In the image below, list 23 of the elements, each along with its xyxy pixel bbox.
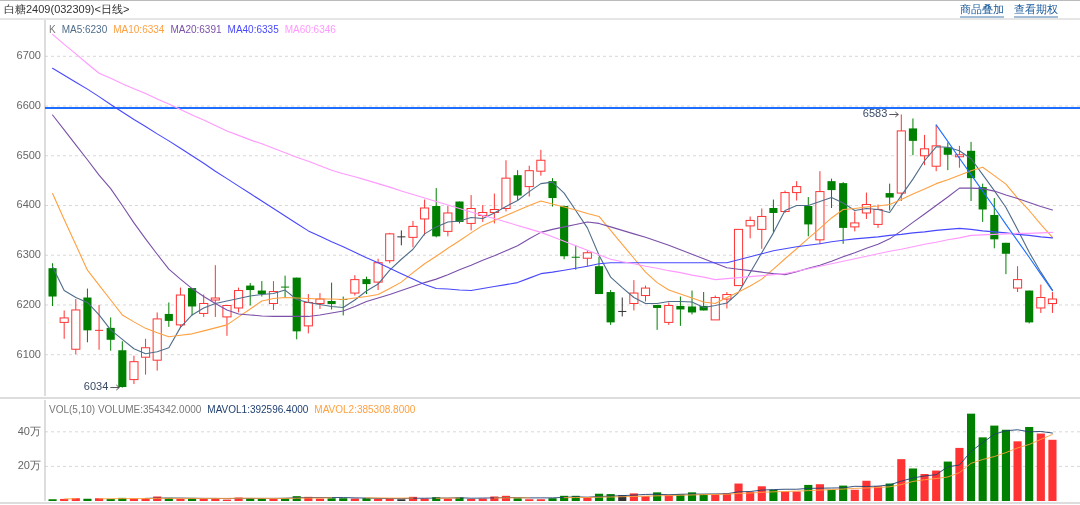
- y-tick-label: 6500: [16, 148, 41, 161]
- y-tick-label: 6100: [16, 347, 41, 360]
- text: MA10:6334: [113, 23, 165, 35]
- text: 查看期权: [1014, 2, 1058, 15]
- annotation: 6034: [83, 380, 109, 393]
- y-tick-label: 6300: [16, 248, 41, 261]
- text: MA5:6230: [61, 23, 108, 35]
- legend-title: VOL(5,10) VOLUME:354342.0000: [49, 403, 202, 415]
- y-tick-label: 6200: [16, 297, 41, 310]
- text: 商品叠加: [960, 2, 1004, 15]
- text: MA20:6391: [170, 23, 222, 35]
- y-tick-label: 6700: [16, 49, 41, 62]
- text: MAVOL1:392596.4000: [207, 403, 309, 415]
- annotation: 6583: [862, 107, 888, 120]
- y-tick-label: 6600: [16, 98, 41, 111]
- y-tick-label: 40万: [17, 424, 41, 437]
- legend-title: K: [49, 23, 56, 35]
- text: MAVOL2:385308.8000: [314, 403, 416, 415]
- chart-title: 白糖2409(032309)<日线>: [4, 2, 130, 15]
- y-tick-label: 6400: [16, 198, 41, 211]
- y-tick-label: 20万: [17, 459, 41, 472]
- text: MA40:6335: [227, 23, 280, 35]
- text: MA60:6346: [284, 23, 337, 35]
